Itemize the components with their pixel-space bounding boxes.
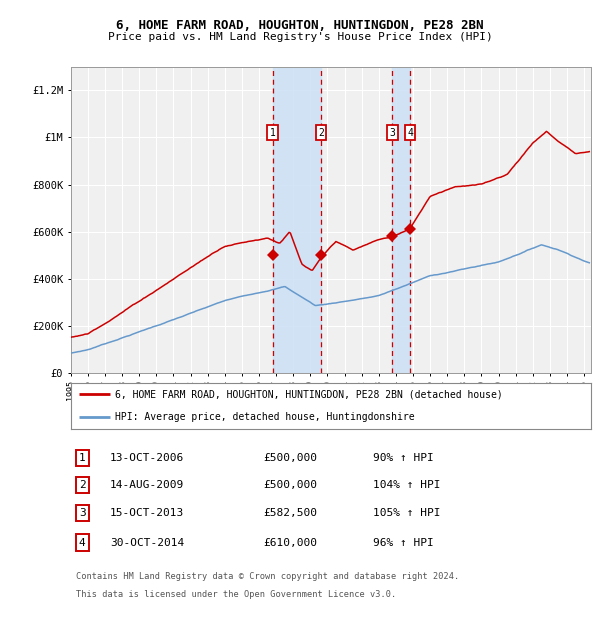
Text: 105% ↑ HPI: 105% ↑ HPI xyxy=(373,508,440,518)
Text: 104% ↑ HPI: 104% ↑ HPI xyxy=(373,480,440,490)
Bar xyxy=(392,67,410,373)
Text: HPI: Average price, detached house, Huntingdonshire: HPI: Average price, detached house, Hunt… xyxy=(115,412,415,422)
Text: 90% ↑ HPI: 90% ↑ HPI xyxy=(373,453,433,463)
Text: 30-OCT-2014: 30-OCT-2014 xyxy=(110,538,184,547)
Text: 4: 4 xyxy=(79,538,86,547)
Text: £610,000: £610,000 xyxy=(263,538,317,547)
Text: 6, HOME FARM ROAD, HOUGHTON, HUNTINGDON, PE28 2BN (detached house): 6, HOME FARM ROAD, HOUGHTON, HUNTINGDON,… xyxy=(115,389,503,399)
Text: 14-AUG-2009: 14-AUG-2009 xyxy=(110,480,184,490)
Bar xyxy=(272,67,321,373)
Text: Price paid vs. HM Land Registry's House Price Index (HPI): Price paid vs. HM Land Registry's House … xyxy=(107,32,493,42)
Text: This data is licensed under the Open Government Licence v3.0.: This data is licensed under the Open Gov… xyxy=(76,590,396,599)
Text: 3: 3 xyxy=(389,128,395,138)
Text: 2: 2 xyxy=(318,128,324,138)
Text: 1: 1 xyxy=(79,453,86,463)
Text: 1: 1 xyxy=(269,128,275,138)
Text: 13-OCT-2006: 13-OCT-2006 xyxy=(110,453,184,463)
Text: Contains HM Land Registry data © Crown copyright and database right 2024.: Contains HM Land Registry data © Crown c… xyxy=(76,572,459,581)
Text: 15-OCT-2013: 15-OCT-2013 xyxy=(110,508,184,518)
Text: 6, HOME FARM ROAD, HOUGHTON, HUNTINGDON, PE28 2BN: 6, HOME FARM ROAD, HOUGHTON, HUNTINGDON,… xyxy=(116,19,484,32)
Text: 2: 2 xyxy=(79,480,86,490)
Text: £500,000: £500,000 xyxy=(263,480,317,490)
Text: £500,000: £500,000 xyxy=(263,453,317,463)
Text: £582,500: £582,500 xyxy=(263,508,317,518)
Text: 4: 4 xyxy=(407,128,413,138)
Text: 96% ↑ HPI: 96% ↑ HPI xyxy=(373,538,433,547)
Text: 3: 3 xyxy=(79,508,86,518)
